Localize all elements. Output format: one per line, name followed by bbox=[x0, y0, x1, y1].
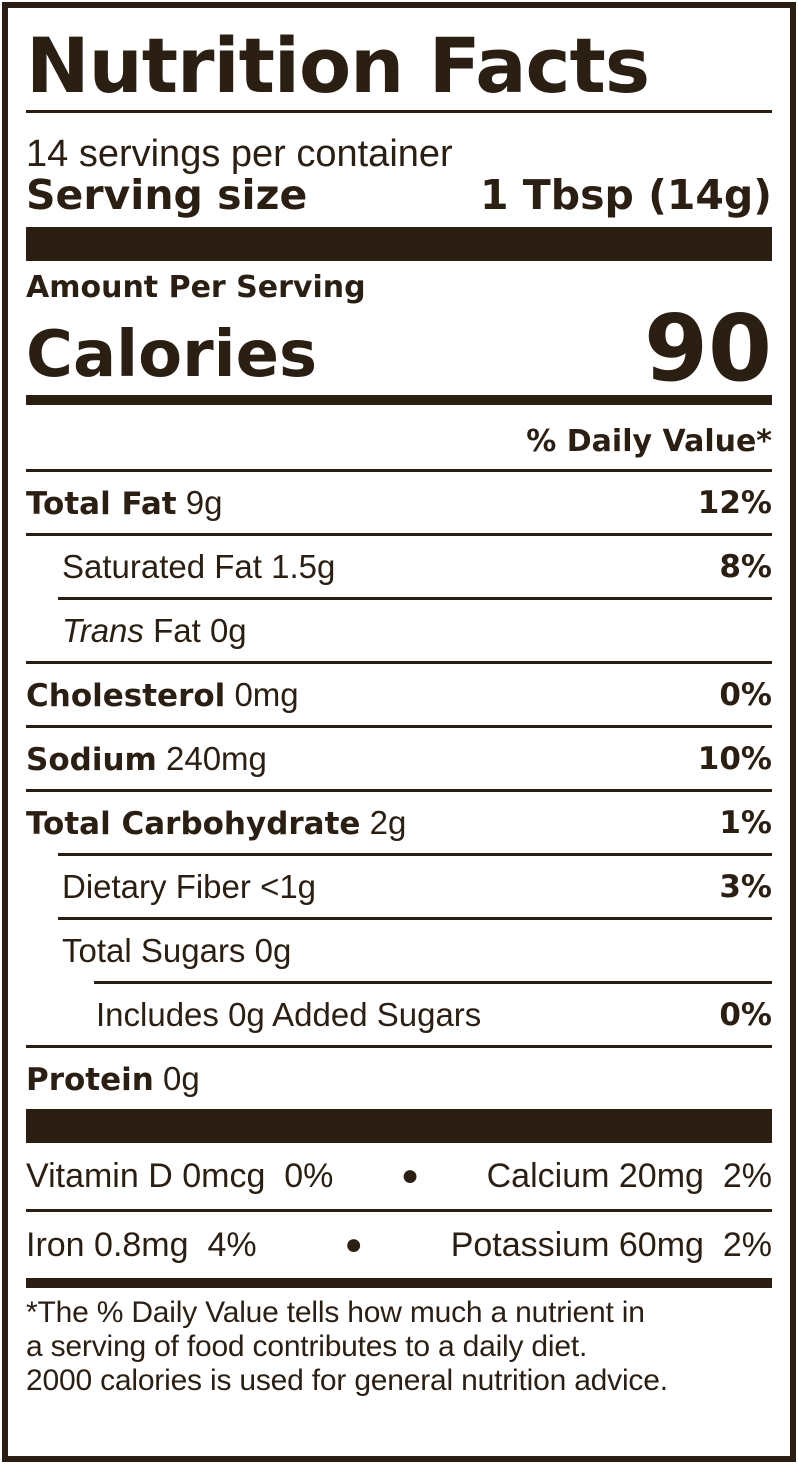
nutrient-amount: 240mg bbox=[165, 739, 267, 777]
amount-per-serving: Amount Per Serving bbox=[26, 270, 366, 305]
nutrient-daily-value: 0% bbox=[719, 996, 772, 1033]
nutrient-row-added-sugars: Includes 0g Added Sugars 0% bbox=[26, 984, 772, 1045]
nutrient-daily-value: 10% bbox=[697, 740, 772, 777]
nutrient-amount: 0g bbox=[209, 611, 247, 649]
nutrient-name: Total Sugars bbox=[62, 931, 246, 969]
divider bbox=[26, 469, 772, 472]
serving-size-row: Serving size 1 Tbsp (14g) bbox=[26, 175, 772, 227]
medium-divider bbox=[26, 395, 772, 405]
nutrient-amount: 0mg bbox=[234, 675, 299, 713]
divider bbox=[26, 789, 772, 792]
nutrient-row-cholesterol: Cholesterol 0mg 0% bbox=[26, 664, 772, 725]
bullet-separator: ● bbox=[400, 1159, 420, 1192]
nutrient-name-amount: Total Fat 9g bbox=[26, 484, 222, 522]
nutrient-row-total-sugars: Total Sugars 0g bbox=[26, 920, 772, 981]
nutrient-name: Protein bbox=[26, 1061, 154, 1098]
nutrient-name-amount: Saturated Fat 1.5g bbox=[62, 548, 335, 586]
vitamin-amount: 0mcg bbox=[182, 1156, 266, 1195]
calcium: Calcium 20mg 2% bbox=[487, 1157, 772, 1196]
nutrient-amount: <1g bbox=[260, 867, 317, 905]
nutrient-daily-value: 3% bbox=[719, 868, 772, 905]
divider bbox=[58, 597, 772, 600]
nutrient-daily-value: 12% bbox=[697, 484, 772, 521]
serving-size-value: 1 Tbsp (14g) bbox=[479, 171, 772, 219]
vitamin-amount: 20mg bbox=[618, 1156, 704, 1195]
nutrient-name: Total Fat bbox=[26, 485, 177, 522]
nutrient-row-dietary-fiber: Dietary Fiber <1g 3% bbox=[26, 856, 772, 917]
nutrient-name: Fat bbox=[153, 611, 201, 649]
nutrient-name-amount: Dietary Fiber <1g bbox=[62, 868, 316, 906]
vitamin-d: Vitamin D 0mcg 0% bbox=[26, 1157, 333, 1196]
vitamin-daily-value: 2% bbox=[722, 1156, 772, 1195]
nutrient-name-amount: Sodium 240mg bbox=[26, 740, 267, 778]
serving-size-label: Serving size bbox=[26, 171, 308, 219]
footnote-line: 2000 calories is used for general nutrit… bbox=[26, 1364, 668, 1397]
nutrient-row-total-carbohydrate: Total Carbohydrate 2g 1% bbox=[26, 792, 772, 853]
nutrient-row-sodium: Sodium 240mg 10% bbox=[26, 728, 772, 789]
vitamin-daily-value: 0% bbox=[284, 1156, 334, 1195]
nutrient-daily-value: 0% bbox=[719, 676, 772, 713]
divider bbox=[58, 853, 772, 856]
footnote-line: a serving of food contributes to a daily… bbox=[26, 1330, 588, 1363]
nutrient-amount: 0g bbox=[254, 931, 292, 969]
thick-divider bbox=[26, 1109, 772, 1143]
nutrient-name: Includes 0g Added Sugars bbox=[96, 995, 482, 1033]
vitamin-daily-value: 4% bbox=[207, 1225, 257, 1264]
nutrient-row-total-fat: Total Fat 9g 12% bbox=[26, 472, 772, 533]
bullet-separator: ● bbox=[344, 1228, 363, 1261]
nutrient-name: Cholesterol bbox=[26, 677, 226, 714]
divider bbox=[26, 661, 772, 664]
vitamin-amount: 60mg bbox=[618, 1225, 704, 1264]
daily-value-footnote: *The % Daily Value tells how much a nutr… bbox=[26, 1296, 772, 1398]
nutrient-name-amount: Total Carbohydrate 2g bbox=[26, 804, 406, 842]
nutrient-row-saturated-fat: Saturated Fat 1.5g 8% bbox=[26, 536, 772, 597]
nutrient-name-amount: Protein 0g bbox=[26, 1060, 200, 1098]
nutrient-name-amount: Total Sugars 0g bbox=[62, 932, 291, 970]
label-title: Nutrition Facts bbox=[26, 21, 650, 110]
nutrient-row-protein: Protein 0g bbox=[26, 1048, 772, 1109]
vitamin-name: Calcium bbox=[486, 1156, 610, 1195]
nutrient-name: Sodium bbox=[26, 741, 157, 778]
divider bbox=[94, 981, 772, 984]
calories-label: Calories bbox=[26, 318, 318, 392]
nutrient-name: Total Carbohydrate bbox=[26, 805, 361, 842]
nutrient-name-italic: Trans bbox=[62, 611, 144, 649]
divider bbox=[26, 725, 772, 728]
iron: Iron 0.8mg 4% bbox=[26, 1226, 257, 1265]
divider bbox=[26, 110, 772, 113]
nutrient-amount: 0g bbox=[163, 1059, 200, 1097]
calories-value: 90 bbox=[643, 295, 772, 402]
nutrient-daily-value: 8% bbox=[719, 548, 772, 585]
servings-per-container: 14 servings per container bbox=[26, 133, 453, 175]
footnote-line: *The % Daily Value tells how much a nutr… bbox=[26, 1296, 645, 1329]
vitamin-amount: 0.8mg bbox=[94, 1225, 189, 1264]
divider bbox=[26, 1045, 772, 1048]
vitamin-daily-value: 2% bbox=[722, 1225, 772, 1264]
vitamin-name: Vitamin D bbox=[26, 1156, 173, 1195]
calories-row: Calories 90 bbox=[26, 295, 772, 402]
nutrient-name-amount: Cholesterol 0mg bbox=[26, 676, 299, 714]
nutrient-amount: 1.5g bbox=[271, 547, 336, 585]
vitamin-row-2: Iron 0.8mg 4% ● Potassium 60mg 2% bbox=[26, 1212, 772, 1278]
nutrient-name: Dietary Fiber bbox=[62, 867, 251, 905]
nutrient-name-amount: Trans Fat 0g bbox=[62, 612, 247, 650]
thick-divider bbox=[26, 227, 772, 261]
nutrient-name: Saturated Fat bbox=[62, 547, 262, 585]
divider bbox=[58, 917, 772, 920]
nutrient-amount: 9g bbox=[185, 483, 223, 521]
nutrient-amount: 2g bbox=[369, 803, 407, 841]
vitamin-name: Iron bbox=[26, 1225, 85, 1264]
daily-value-header: % Daily Value* bbox=[526, 424, 772, 459]
vitamin-name: Potassium bbox=[450, 1225, 610, 1264]
potassium: Potassium 60mg 2% bbox=[451, 1226, 772, 1265]
nutrient-daily-value: 1% bbox=[719, 804, 772, 841]
vitamin-row-1: Vitamin D 0mcg 0% ● Calcium 20mg 2% bbox=[26, 1143, 772, 1209]
divider bbox=[26, 533, 772, 536]
divider bbox=[26, 1209, 772, 1212]
medium-divider bbox=[26, 1278, 772, 1288]
nutrient-row-trans-fat: Trans Fat 0g bbox=[26, 600, 772, 661]
